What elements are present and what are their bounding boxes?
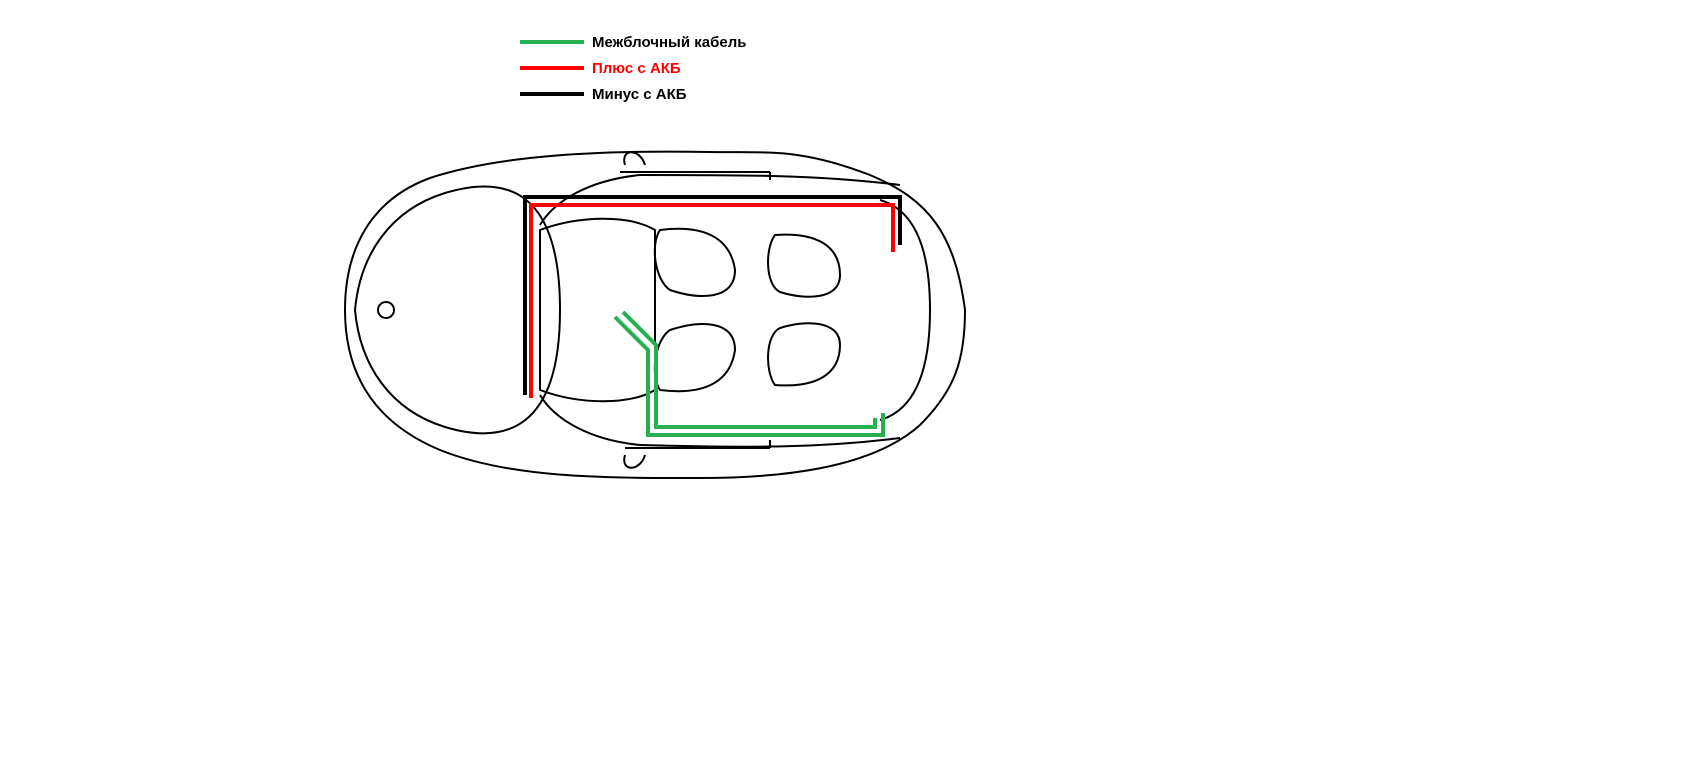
legend-row-plus: Плюс с АКБ <box>520 56 746 80</box>
legend-row-interblock: Межблочный кабель <box>520 30 746 54</box>
legend-label-plus: Плюс с АКБ <box>592 60 681 77</box>
door-lines <box>620 172 770 448</box>
cable-interblock-inner <box>623 312 875 427</box>
legend-swatch-interblock <box>520 40 584 44</box>
seat-rear-left <box>768 235 840 297</box>
car-outline <box>345 152 965 478</box>
hood-emblem <box>378 302 394 318</box>
a-pillar-right <box>540 395 640 445</box>
legend-label-minus: Минус с АКБ <box>592 86 687 103</box>
legend: Межблочный кабель Плюс с АКБ Минус с АКБ <box>520 30 746 108</box>
wiring-diagram-svg <box>0 0 1686 762</box>
seat-rear-right <box>768 323 840 385</box>
mirror-right <box>624 455 645 468</box>
legend-label-interblock: Межблочный кабель <box>592 34 746 51</box>
cable-plus <box>531 205 893 398</box>
diagram-canvas: Межблочный кабель Плюс с АКБ Минус с АКБ <box>0 0 1686 762</box>
car-windshield <box>540 219 655 402</box>
mirror-left <box>624 152 645 165</box>
rear-glass <box>880 200 930 420</box>
a-pillar-left <box>540 175 640 225</box>
legend-swatch-minus <box>520 92 584 96</box>
seat-front-right <box>655 324 735 391</box>
legend-swatch-plus <box>520 66 584 70</box>
seat-front-left <box>655 229 735 296</box>
legend-row-minus: Минус с АКБ <box>520 82 746 106</box>
